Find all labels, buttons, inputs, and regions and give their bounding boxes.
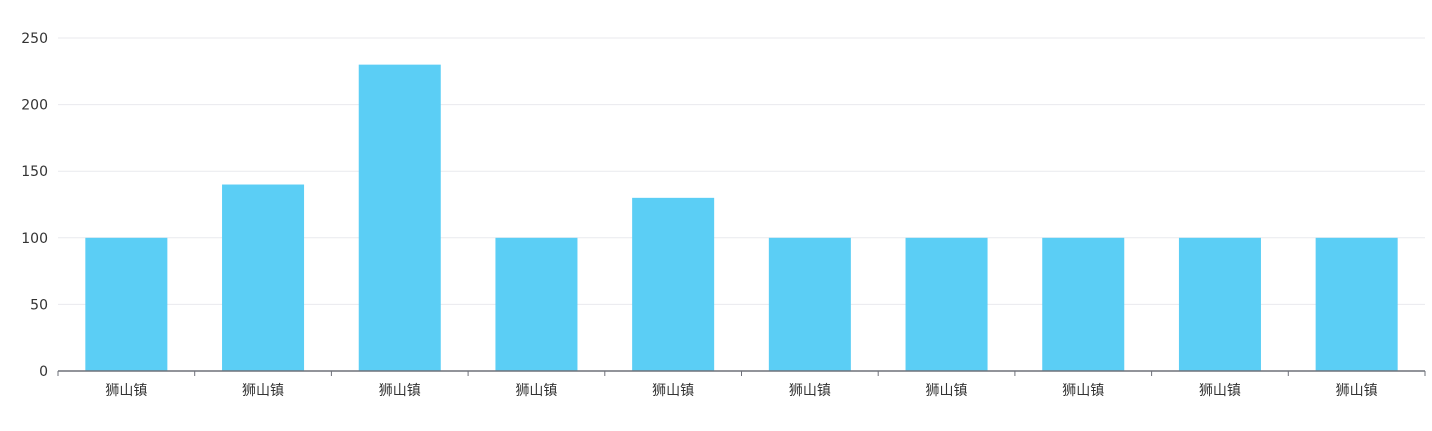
y-tick-label: 200 [21,98,48,114]
x-tick-label: 狮山镇 [105,383,147,399]
y-tick-label: 250 [21,31,48,47]
bar [85,237,168,371]
bar [632,197,715,371]
bar [358,64,441,371]
bar [222,184,305,371]
x-tick-label: 狮山镇 [515,383,557,399]
x-tick-label: 狮山镇 [789,383,831,399]
x-axis [57,370,1426,376]
x-tick-label: 狮山镇 [926,383,968,399]
bar [495,237,578,371]
y-tick-label: 100 [21,231,48,247]
bar [1178,237,1261,371]
x-tick-label: 狮山镇 [1199,383,1241,399]
x-tick-label: 狮山镇 [652,383,694,399]
bar [768,237,851,371]
x-tick-label: 狮山镇 [1336,383,1378,399]
y-tick-label: 0 [39,364,48,380]
bar [1042,237,1125,371]
bars [85,64,1398,371]
bar [1315,237,1398,371]
y-axis-tick-labels: 0 50 100 150 200 250 [21,31,48,380]
x-tick-label: 狮山镇 [1062,383,1104,399]
x-tick-label: 狮山镇 [242,383,284,399]
x-tick-label: 狮山镇 [379,383,421,399]
y-tick-label: 50 [30,297,48,313]
x-axis-tick-labels: 狮山镇 狮山镇 狮山镇 狮山镇 狮山镇 狮山镇 狮山镇 狮山镇 狮山镇 狮山镇 [105,383,1377,399]
bar [905,237,988,371]
y-tick-label: 150 [21,164,48,180]
